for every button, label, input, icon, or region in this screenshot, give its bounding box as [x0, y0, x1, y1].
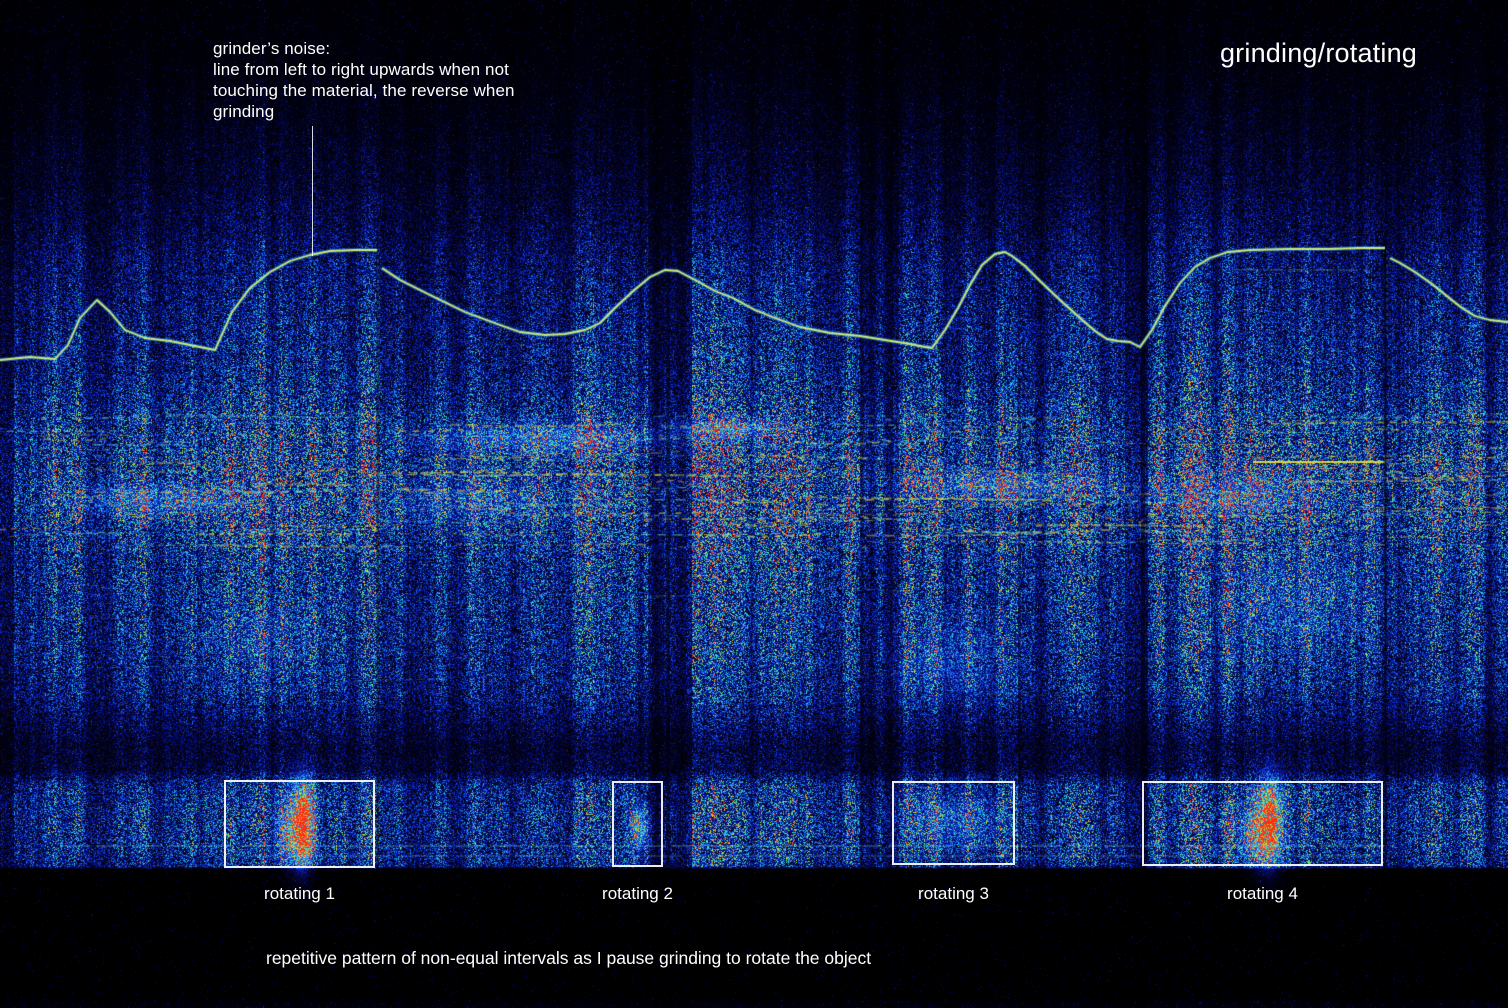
rotating-event-box-2 [612, 781, 663, 867]
chart-title: grinding/rotating [1219, 38, 1417, 68]
grinder-noise-annotation: grinder’s noise: line from left to right… [213, 39, 515, 121]
rotating-event-label-1: rotating 1 [264, 884, 335, 903]
rotating-event-label-4: rotating 4 [1227, 884, 1298, 903]
rotating-event-box-1 [224, 780, 375, 868]
rotating-event-label-2: rotating 2 [602, 884, 673, 903]
annotation-pointer-line [312, 126, 313, 256]
rotating-event-label-3: rotating 3 [918, 884, 989, 903]
caption-repetitive-pattern: repetitive pattern of non-equal interval… [266, 948, 872, 968]
rotating-event-box-4 [1142, 781, 1383, 866]
rotating-event-box-3 [892, 781, 1015, 865]
